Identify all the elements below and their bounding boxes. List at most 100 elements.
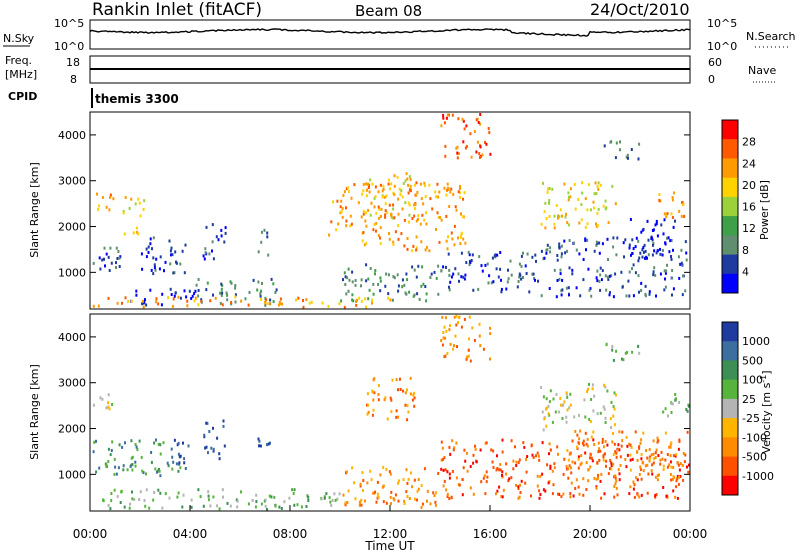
data-cell bbox=[495, 492, 497, 496]
data-cell bbox=[99, 396, 102, 400]
data-cell bbox=[685, 407, 688, 411]
data-cell bbox=[374, 269, 377, 272]
data-cell bbox=[176, 495, 179, 499]
data-cell bbox=[372, 228, 375, 232]
data-cell bbox=[612, 414, 615, 418]
data-cell bbox=[459, 187, 462, 190]
data-cell bbox=[447, 235, 449, 239]
data-cell bbox=[417, 217, 419, 221]
data-cell bbox=[615, 455, 618, 459]
data-cell bbox=[448, 328, 451, 332]
data-cell bbox=[220, 234, 223, 238]
data-cell bbox=[407, 410, 410, 414]
data-cell bbox=[501, 470, 504, 474]
data-cell bbox=[567, 286, 570, 290]
data-cell bbox=[657, 454, 660, 457]
data-cell bbox=[652, 270, 655, 274]
data-cell bbox=[432, 491, 435, 495]
data-cell bbox=[411, 249, 414, 253]
data-cell bbox=[507, 479, 510, 483]
data-cell bbox=[208, 430, 211, 433]
data-cell bbox=[409, 185, 412, 188]
data-cell bbox=[576, 445, 578, 449]
data-cell bbox=[592, 438, 595, 442]
data-cell bbox=[440, 124, 443, 128]
data-cell bbox=[648, 457, 651, 461]
data-cell bbox=[442, 265, 445, 269]
data-cell bbox=[475, 150, 478, 154]
data-cell bbox=[664, 277, 666, 281]
data-cell bbox=[397, 388, 399, 392]
data-cell bbox=[585, 488, 588, 491]
data-cell bbox=[158, 267, 161, 271]
data-cell bbox=[560, 495, 563, 499]
data-cell bbox=[378, 216, 381, 220]
data-cell bbox=[347, 489, 350, 493]
data-cell bbox=[605, 464, 607, 468]
data-cell bbox=[144, 298, 146, 302]
data-cell bbox=[387, 182, 390, 186]
data-cell bbox=[424, 285, 427, 288]
data-cell bbox=[307, 499, 310, 502]
data-cell bbox=[493, 254, 496, 258]
data-cell bbox=[662, 468, 665, 471]
data-cell bbox=[415, 193, 418, 197]
data-cell bbox=[602, 455, 605, 459]
data-cell bbox=[343, 305, 346, 309]
data-cell bbox=[366, 481, 369, 485]
data-cell bbox=[479, 344, 482, 348]
data-cell bbox=[598, 251, 601, 255]
data-cell bbox=[648, 292, 651, 296]
data-cell bbox=[136, 230, 139, 234]
data-cell bbox=[204, 247, 207, 251]
data-cell bbox=[409, 392, 412, 396]
data-cell bbox=[682, 452, 685, 455]
data-cell bbox=[618, 472, 621, 476]
data-cell bbox=[137, 232, 140, 236]
data-cell bbox=[197, 289, 200, 292]
data-cell bbox=[455, 323, 458, 327]
data-cell bbox=[351, 280, 354, 284]
data-cell bbox=[422, 202, 425, 206]
data-cell bbox=[218, 452, 221, 456]
data-cell bbox=[329, 500, 332, 504]
data-cell bbox=[425, 292, 428, 296]
data-cell bbox=[614, 474, 617, 478]
data-cell bbox=[222, 495, 224, 499]
data-cell bbox=[645, 449, 648, 452]
data-cell bbox=[579, 463, 582, 467]
data-cell bbox=[671, 216, 674, 219]
data-cell bbox=[367, 277, 370, 281]
data-cell bbox=[587, 479, 590, 483]
data-cell bbox=[442, 113, 445, 117]
data-cell bbox=[398, 187, 401, 191]
data-cell bbox=[340, 199, 343, 203]
data-cell bbox=[478, 334, 481, 338]
data-cell bbox=[409, 178, 412, 181]
data-cell bbox=[413, 183, 416, 187]
data-cell bbox=[619, 148, 621, 152]
data-cell bbox=[541, 410, 544, 414]
data-cell bbox=[393, 216, 396, 220]
data-cell bbox=[305, 298, 308, 302]
data-cell bbox=[405, 490, 408, 494]
data-cell bbox=[374, 195, 377, 199]
data-cell bbox=[320, 497, 323, 501]
data-cell bbox=[109, 507, 112, 511]
data-cell bbox=[585, 442, 588, 446]
data-cell bbox=[415, 235, 418, 239]
data-cell bbox=[644, 249, 647, 253]
data-cell bbox=[683, 214, 686, 218]
data-cell bbox=[517, 496, 520, 500]
data-cell bbox=[220, 228, 223, 232]
colorbar-tick-label: -500 bbox=[742, 451, 767, 464]
data-cell bbox=[582, 493, 585, 497]
colorbar-tick-label: -1000 bbox=[742, 470, 774, 483]
data-cell bbox=[489, 332, 492, 336]
data-cell bbox=[593, 192, 596, 196]
data-cell bbox=[655, 222, 658, 226]
data-cell bbox=[274, 504, 277, 508]
data-cell bbox=[344, 283, 347, 286]
data-cell bbox=[554, 410, 557, 414]
data-cell bbox=[548, 201, 550, 205]
